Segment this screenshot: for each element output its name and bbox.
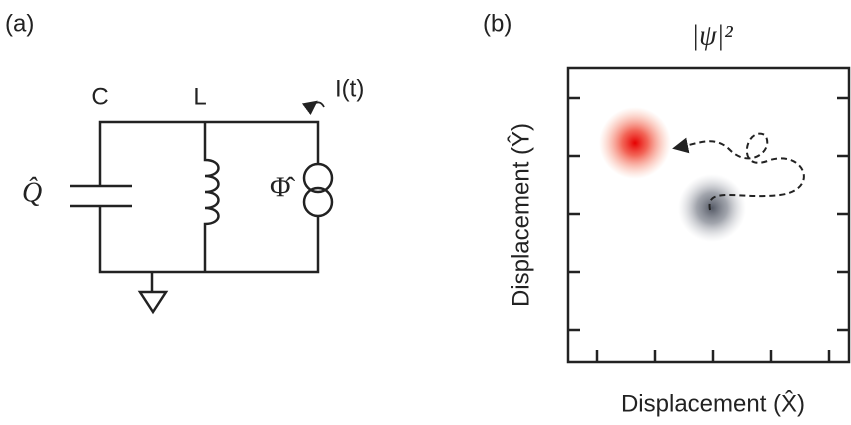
figure: (a) C L I(t) Q̂ Φ̂ (b) |ψ|² Displacement… — [0, 0, 851, 425]
panel-label: (a) — [5, 10, 34, 37]
circuit — [70, 102, 332, 312]
plot — [568, 68, 849, 362]
y-axis-label: Displacement (Ŷ) — [507, 123, 534, 307]
inductor-label: L — [193, 83, 206, 110]
flux-label: Φ̂ — [270, 172, 295, 203]
current-label: I(t) — [335, 75, 364, 102]
charge-label: Q̂ — [22, 177, 42, 208]
plot-title: |ψ|² — [691, 20, 733, 51]
x-axis-label: Displacement (X̂) — [621, 389, 805, 417]
panel-label: (b) — [483, 10, 512, 37]
capacitor-label: C — [91, 83, 108, 110]
